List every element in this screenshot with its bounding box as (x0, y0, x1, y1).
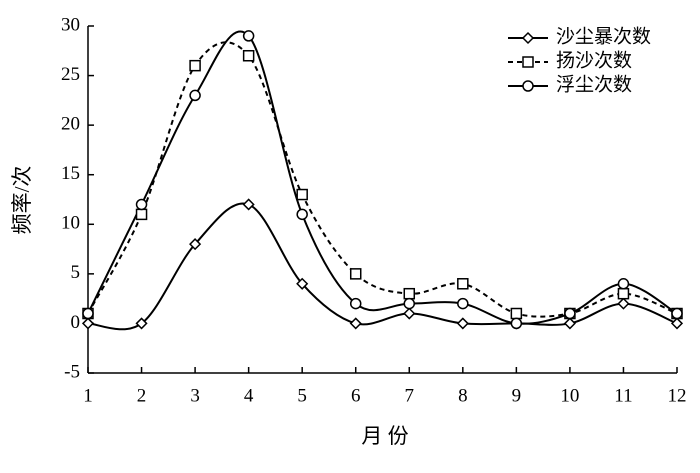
point (670, 317, 684, 330)
x-tick-label: 11 (614, 385, 632, 406)
legend-marker (521, 31, 535, 45)
point (510, 317, 523, 330)
point (81, 317, 95, 330)
x-tick-label: 5 (297, 385, 307, 406)
point (671, 307, 683, 320)
y-tick-label: 5 (71, 262, 81, 283)
point (457, 278, 469, 290)
y-tick-label: 30 (61, 14, 80, 35)
point (242, 30, 255, 42)
point (617, 278, 630, 290)
y-axis-label: 频率/次 (10, 166, 34, 235)
x-tick-label: 8 (458, 385, 468, 406)
y-tick-label: 10 (61, 213, 80, 234)
point (135, 317, 148, 330)
x-tick-label: 3 (190, 385, 200, 406)
x-tick-label: 4 (244, 385, 254, 406)
legend-label: 浮尘次数 (556, 73, 632, 95)
point (564, 307, 576, 320)
point (403, 307, 416, 320)
point (189, 238, 202, 251)
point (349, 268, 362, 280)
point (457, 297, 469, 310)
y-tick-label: 25 (61, 64, 80, 85)
point (296, 188, 308, 201)
y-tick-label: 0 (71, 312, 81, 333)
y-tick-label: 15 (61, 163, 80, 184)
point (242, 198, 255, 211)
point (617, 297, 630, 310)
x-tick-label: 9 (512, 385, 522, 406)
point (135, 198, 148, 211)
point (189, 89, 201, 102)
x-tick-label: 12 (668, 385, 687, 406)
series-line (87, 202, 678, 331)
point (242, 49, 255, 62)
legend-label: 沙尘暴次数 (556, 25, 651, 47)
point (296, 208, 308, 221)
x-tick-label: 6 (351, 385, 361, 406)
x-tick-label: 1 (83, 385, 93, 406)
legend-marker (522, 80, 534, 92)
legend-marker (522, 56, 534, 68)
x-axis-label: 月 份 (361, 424, 408, 448)
point (135, 208, 148, 221)
point (563, 317, 576, 330)
point (403, 297, 416, 310)
point (403, 287, 416, 300)
x-tick-label: 10 (560, 385, 579, 406)
x-tick-label: 7 (405, 385, 415, 406)
point (456, 317, 469, 330)
y-tick-label: -5 (64, 361, 80, 382)
point (349, 297, 362, 310)
y-tick-label: 20 (61, 114, 80, 135)
legend-label: 扬沙次数 (556, 49, 632, 71)
point (296, 277, 309, 290)
point (349, 317, 362, 330)
x-tick-label: 2 (137, 385, 147, 406)
point (189, 59, 201, 72)
point (617, 287, 630, 300)
point (510, 307, 523, 320)
point (82, 307, 94, 320)
